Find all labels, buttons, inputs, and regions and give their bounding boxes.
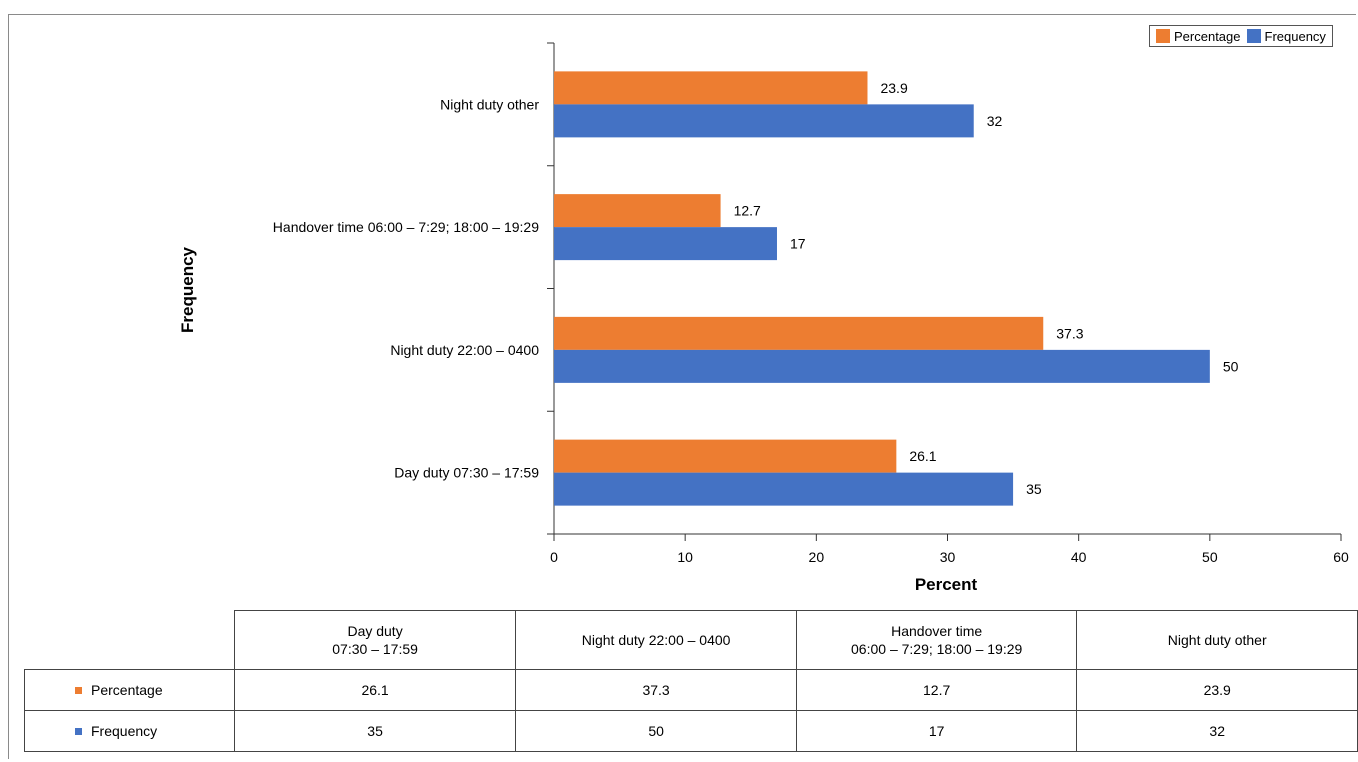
y-category-label: Night duty 22:00 – 0400 (390, 342, 539, 358)
table-column-header: Day duty 07:30 – 17:59 (233, 610, 517, 670)
data-table: Day duty 07:30 – 17:59 Night duty 22:00 … (24, 610, 1358, 752)
x-tick-label: 0 (550, 549, 558, 565)
table-row-label: Percentage (91, 682, 163, 698)
legend-label-frequency: Frequency (1264, 28, 1326, 44)
bar-frequency (554, 227, 777, 261)
data-label: 23.9 (880, 80, 907, 96)
x-tick-label: 20 (809, 549, 825, 565)
table-column-header: Handover time 06:00 – 7:29; 18:00 – 19:2… (795, 610, 1078, 670)
x-tick-label: 40 (1071, 549, 1087, 565)
table-row-label: Frequency (91, 723, 158, 739)
x-axis-title: Percent (915, 575, 978, 594)
table-header-row: Day duty 07:30 – 17:59 Night duty 22:00 … (24, 610, 1358, 670)
table-cell: 37.3 (515, 669, 797, 711)
table-cell: 17 (795, 710, 1078, 752)
bar-percentage (554, 316, 1044, 350)
chart-frame (8, 14, 1356, 759)
bar-chart: 0 10 20 30 40 50 60 Night duty other 23.9 32 Hando… (178, 42, 1349, 594)
legend-swatch-percentage (1156, 29, 1170, 43)
x-tick-label: 30 (940, 549, 956, 565)
legend: Percentage Frequency (1149, 25, 1333, 47)
bar-percentage (554, 194, 721, 228)
table-row-header-frequency: Frequency (24, 710, 235, 752)
table-corner-cell (24, 610, 235, 670)
table-cell: 32 (1076, 710, 1358, 752)
table-column-header: Night duty other (1076, 610, 1358, 670)
frequency-marker-icon (75, 728, 82, 735)
table-cell: 50 (515, 710, 797, 752)
bar-frequency (554, 104, 974, 138)
table-cell: 26.1 (233, 669, 517, 711)
table-cell: 12.7 (795, 669, 1078, 711)
legend-label-percentage: Percentage (1174, 28, 1241, 44)
table-row: Percentage 26.1 37.3 12.7 23.9 (24, 669, 1358, 711)
legend-item-frequency: Frequency (1246, 28, 1326, 44)
bar-frequency (554, 472, 1014, 506)
y-category-label: Day duty 07:30 – 17:59 (394, 465, 539, 481)
data-label: 32 (987, 113, 1003, 129)
table-cell: 23.9 (1076, 669, 1358, 711)
bars (554, 71, 1210, 506)
y-category-label: Night duty other (440, 96, 539, 112)
table-row-header-percentage: Percentage (24, 669, 235, 711)
table-row: Frequency 35 50 17 32 (24, 710, 1358, 752)
data-label: 37.3 (1056, 325, 1083, 341)
labels: 0 10 20 30 40 50 60 Night duty other 23.9 32 Hando… (273, 80, 1349, 565)
data-label: 35 (1026, 481, 1042, 497)
x-tick-label: 60 (1333, 549, 1349, 565)
bar-frequency (554, 349, 1210, 383)
y-axis-title: Frequency (178, 246, 197, 333)
data-label: 26.1 (909, 448, 936, 464)
x-tick-label: 50 (1202, 549, 1218, 565)
data-label: 17 (790, 236, 806, 252)
legend-swatch-frequency (1246, 29, 1261, 43)
data-label: 12.7 (734, 203, 761, 219)
table-cell: 35 (233, 710, 517, 752)
x-tick-label: 10 (677, 549, 693, 565)
bar-percentage (554, 71, 868, 105)
table-column-header: Night duty 22:00 – 0400 (515, 610, 797, 670)
legend-item-percentage: Percentage (1156, 29, 1241, 44)
bar-percentage (554, 439, 897, 473)
y-category-label: Handover time 06:00 – 7:29; 18:00 – 19:2… (273, 219, 539, 235)
data-label: 50 (1223, 358, 1239, 374)
percentage-marker-icon (75, 687, 82, 694)
